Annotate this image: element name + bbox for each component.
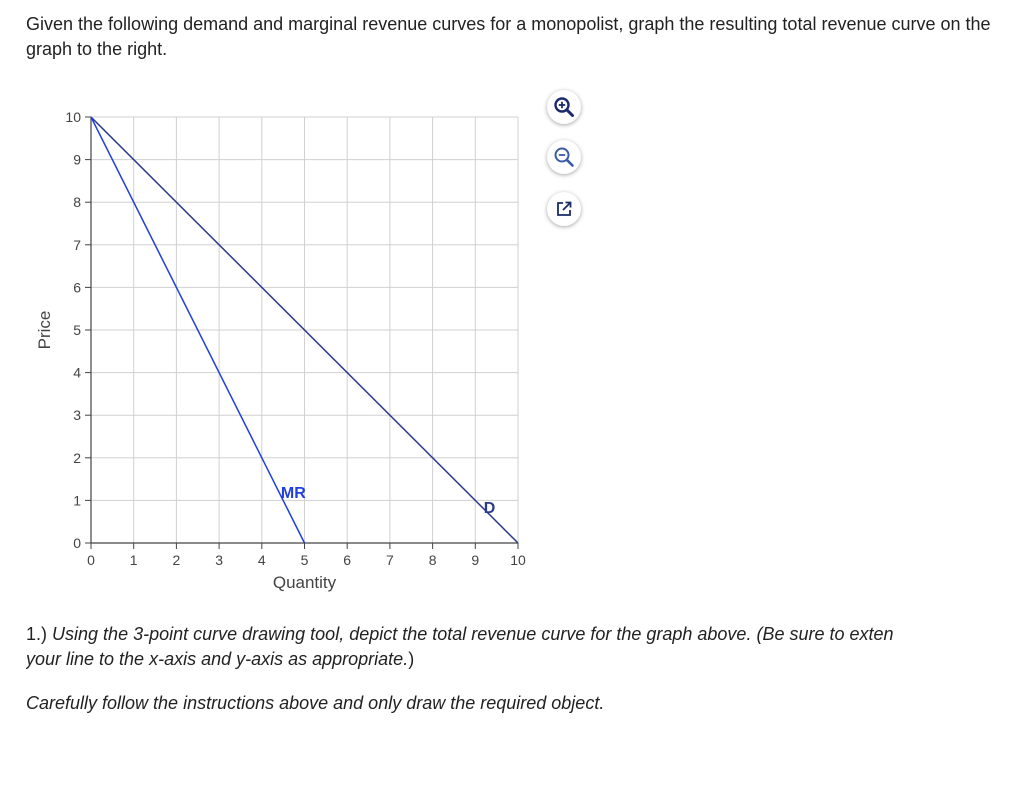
- x-tick-label: 8: [429, 552, 437, 568]
- y-tick-label: 10: [65, 109, 81, 125]
- x-tick-label: 5: [301, 552, 309, 568]
- zoom-out-button[interactable]: [547, 140, 581, 174]
- x-tick-label: 1: [130, 552, 138, 568]
- x-tick-label: 2: [173, 552, 181, 568]
- y-tick-label: 4: [73, 365, 81, 381]
- zoom-out-icon: [554, 147, 574, 167]
- x-tick-label: 10: [510, 552, 526, 568]
- y-tick-label: 9: [73, 152, 81, 168]
- zoom-in-button[interactable]: [547, 90, 581, 124]
- y-tick-label: 7: [73, 237, 81, 253]
- x-tick-label: 3: [215, 552, 223, 568]
- instruction-step-1: 1.) Using the 3-point curve drawing tool…: [26, 622, 1024, 672]
- chart-series: [90, 116, 519, 544]
- caution-text: Carefully follow the instructions above …: [26, 693, 605, 713]
- y-tick-label: 5: [73, 322, 81, 338]
- series-line-mr: [90, 116, 306, 544]
- y-tick-label: 6: [73, 279, 81, 295]
- popout-button[interactable]: [547, 192, 581, 226]
- x-tick-label: 0: [87, 552, 95, 568]
- x-tick-label: 6: [343, 552, 351, 568]
- step-number: 1.): [26, 624, 48, 644]
- y-axis-title: Price: [35, 311, 54, 350]
- step-text: Using the 3-point curve drawing tool, de…: [52, 624, 763, 644]
- y-tick-label: 1: [73, 492, 81, 508]
- zoom-in-icon: [554, 97, 574, 117]
- series-label-mr: MR: [281, 485, 306, 502]
- x-axis-title: Quantity: [273, 573, 337, 592]
- step-text-close: ): [408, 649, 415, 669]
- y-tick-label: 2: [73, 450, 81, 466]
- series-line-d: [90, 116, 519, 544]
- step-text-continued: Be sure to exten: [762, 624, 894, 644]
- x-tick-label: 4: [258, 552, 266, 568]
- chart-grid: [90, 116, 519, 544]
- popout-icon: [557, 201, 572, 216]
- y-tick-label: 3: [73, 407, 81, 423]
- x-tick-label: 9: [471, 552, 479, 568]
- question-text: Given the following demand and marginal …: [26, 14, 991, 59]
- chart-labels: 0 1 2 3 4 5 6 7 8 9 10 0 1 2 3 4 5 6 7 8 9 10 Quantity Price D MR: [35, 109, 526, 592]
- series-label-d: D: [484, 500, 496, 517]
- y-tick-label: 8: [73, 194, 81, 210]
- step-text-line-2: your line to the x-axis and y-axis as ap…: [26, 649, 409, 669]
- x-tick-label: 7: [386, 552, 394, 568]
- y-tick-label: 0: [73, 535, 81, 551]
- instructions: 1.) Using the 3-point curve drawing tool…: [26, 622, 1024, 735]
